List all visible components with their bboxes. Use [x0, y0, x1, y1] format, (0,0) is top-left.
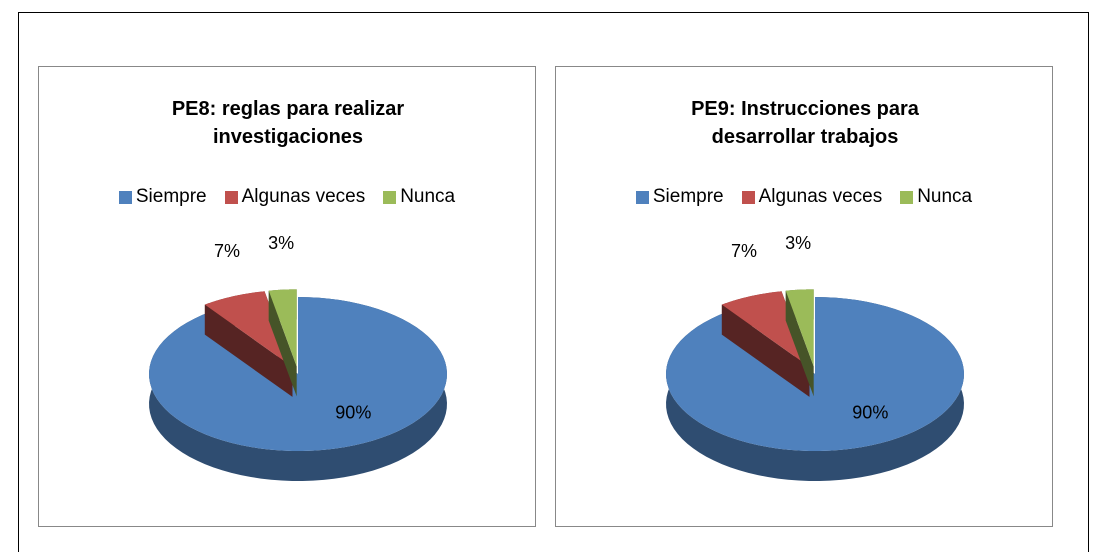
legend-swatch — [224, 190, 238, 204]
pie: 90% 7% 3% — [666, 233, 964, 481]
legend-label: Algunas veces — [758, 186, 883, 207]
data-label: 3% — [785, 233, 811, 253]
chart-box: PE8: reglas para realizar investigacione… — [38, 66, 536, 527]
slice-wall — [268, 290, 297, 397]
chart-title: PE9: Instrucciones para desarrollar trab… — [691, 98, 919, 148]
slice — [268, 289, 297, 397]
legend-item: Nunca — [383, 186, 455, 208]
pie-slices — [149, 289, 447, 481]
frame — [18, 12, 1089, 552]
legend-swatch — [118, 190, 132, 204]
chart-title: PE8: reglas para realizar investigacione… — [171, 98, 405, 148]
legend-label: Nunca — [400, 186, 456, 207]
data-label: 90% — [335, 402, 371, 422]
legend-label: Nunca — [917, 186, 973, 207]
legend-label: Siempre — [652, 186, 724, 207]
legend-swatch — [383, 190, 397, 204]
legend-swatch — [635, 190, 649, 204]
pie: 90% 7% 3% — [149, 233, 447, 481]
slice-wall — [721, 304, 810, 397]
page: {"chart_data": [ {"type": "pie", "title"… — [18, 12, 1089, 552]
legend-item: Siempre — [118, 186, 207, 208]
data-label: 90% — [852, 402, 888, 422]
legend-swatch — [900, 190, 914, 204]
legend-label: Siempre — [135, 186, 207, 207]
slice-top — [149, 297, 447, 451]
slice — [785, 289, 814, 397]
slice-top — [666, 297, 964, 451]
slice-wall — [785, 290, 814, 397]
legend-swatch — [741, 190, 755, 204]
legend-label: Algunas veces — [241, 186, 366, 207]
legend-item: Algunas veces — [741, 186, 883, 208]
data-label: 3% — [268, 233, 294, 253]
legend: Siempre Algunas veces Nunca — [556, 186, 1052, 208]
slice — [149, 297, 447, 481]
legend-item: Nunca — [900, 186, 972, 208]
slice-wall — [204, 304, 293, 397]
legend: Siempre Algunas veces Nunca — [39, 186, 535, 208]
slice-top — [268, 289, 297, 367]
legend-item: Algunas veces — [224, 186, 366, 208]
pie-slices — [666, 289, 964, 481]
chart-box: PE9: Instrucciones para desarrollar trab… — [555, 66, 1053, 527]
data-label: 7% — [731, 241, 757, 261]
legend-item: Siempre — [635, 186, 724, 208]
slice — [666, 297, 964, 481]
data-label: 7% — [214, 241, 240, 261]
slice-top — [785, 289, 814, 367]
